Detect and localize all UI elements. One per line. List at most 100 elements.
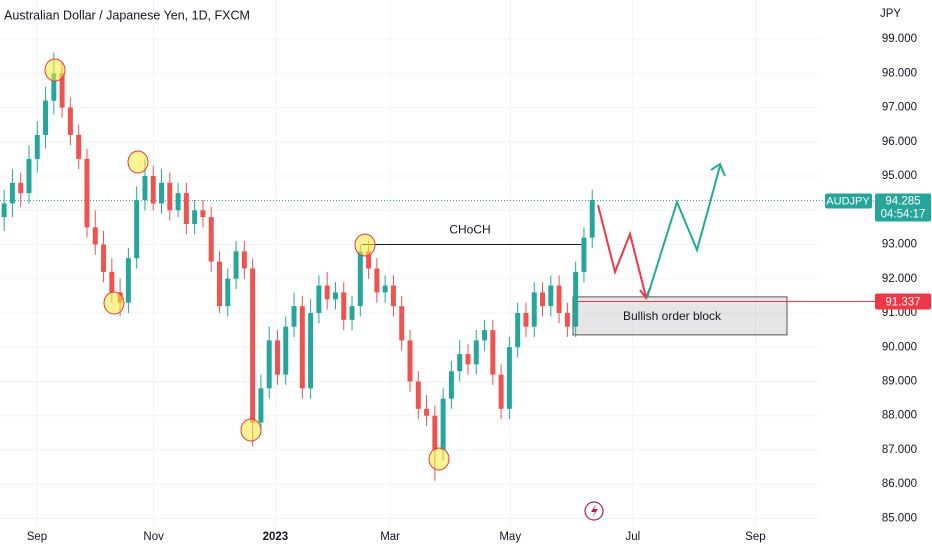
- y-tick-label: 91.000: [882, 307, 917, 319]
- candle-body: [341, 292, 347, 320]
- candle-body: [531, 292, 537, 327]
- candle-body: [498, 374, 504, 409]
- candle-body: [92, 227, 98, 245]
- candle-body: [250, 268, 256, 423]
- candle-body: [515, 312, 521, 348]
- candle-body: [291, 306, 297, 327]
- order-block: [572, 296, 788, 336]
- x-tick-label: Mar: [380, 531, 400, 543]
- target-price-badge: [875, 293, 931, 310]
- candle-body: [1, 203, 7, 218]
- candle-body: [258, 388, 264, 423]
- event-icon-bolt: [591, 504, 598, 518]
- highlight-circle: [354, 233, 376, 257]
- highlight-circles: [44, 58, 450, 471]
- y-tick-label: 86.000: [882, 478, 917, 490]
- x-tick-label: Nov: [143, 531, 164, 543]
- highlight-circle: [127, 150, 149, 174]
- candle-body: [407, 340, 413, 382]
- y-tick-label: 96.000: [882, 136, 917, 148]
- candles: [1, 52, 595, 481]
- bearish-projection: [597, 204, 647, 298]
- candle-body: [233, 251, 239, 279]
- candle-body: [457, 354, 463, 372]
- y-tick-label: 89.000: [882, 375, 917, 387]
- candle-body: [308, 312, 314, 389]
- candle-body: [490, 330, 496, 375]
- x-tick-label: Sep: [745, 531, 765, 543]
- x-tick-label: Jul: [625, 531, 640, 543]
- countdown-label: 04:54:17: [881, 209, 926, 221]
- candle-body: [217, 261, 222, 307]
- candle-body: [274, 340, 280, 375]
- target-price-label: 91.337: [885, 296, 920, 308]
- candle-body: [415, 381, 421, 409]
- x-tick-label: 2023: [263, 531, 289, 543]
- highlight-circle: [428, 447, 450, 471]
- candle-body: [440, 398, 446, 450]
- annotations: Bullish order block CHoCH: [0, 199, 875, 336]
- candle-body: [208, 217, 214, 262]
- x-tick-label: May: [499, 531, 521, 543]
- candle-body: [366, 251, 372, 269]
- candle-body: [18, 182, 24, 194]
- y-tick-label: 92.000: [882, 273, 917, 285]
- candle-body: [101, 244, 107, 272]
- currency-label: JPY: [880, 8, 901, 20]
- candle-body: [399, 306, 405, 341]
- candle-body: [564, 312, 570, 327]
- candle-body: [448, 371, 454, 399]
- candle-body: [142, 176, 148, 200]
- x-tick-label: Sep: [27, 531, 47, 543]
- candle-body: [349, 306, 355, 320]
- candle-body: [374, 268, 380, 293]
- candle-body: [390, 285, 396, 307]
- y-tick-label: 97.000: [882, 102, 917, 114]
- y-tick-label: 88.000: [882, 410, 917, 422]
- candle-body: [109, 271, 115, 293]
- last-price-badge: [875, 193, 931, 222]
- y-tick-label: 98.000: [882, 67, 917, 79]
- candle-body: [540, 292, 546, 307]
- last-price-label: 94.285: [885, 196, 920, 208]
- candle-body: [43, 100, 49, 135]
- bullish-projection: [646, 165, 721, 299]
- chart-title: Australian Dollar / Japanese Yen, 1D, FX…: [4, 8, 250, 22]
- order-block-label: Bullish order block: [623, 309, 722, 323]
- candle-body: [589, 199, 595, 238]
- candle-body: [34, 134, 40, 159]
- y-tick-label: 87.000: [882, 444, 917, 456]
- candle-body: [473, 340, 479, 365]
- candle-body: [573, 271, 579, 327]
- y-tick-label: 95.000: [882, 170, 917, 182]
- y-tick-label: 90.000: [882, 341, 917, 353]
- candle-body: [332, 292, 338, 300]
- candle-body: [134, 199, 140, 259]
- candle-body: [316, 285, 322, 313]
- axes: 85.000 86.000 87.000 88.000 89.000 90.000 91.0…: [27, 33, 931, 543]
- candle-body: [241, 251, 247, 269]
- candle-body: [167, 182, 173, 211]
- candle-body: [581, 237, 587, 272]
- y-tick-label: 93.000: [882, 239, 917, 251]
- candle-body: [382, 285, 388, 293]
- y-tick-label: 99.000: [882, 33, 917, 45]
- candle-body: [84, 158, 90, 228]
- highlight-circle: [103, 291, 125, 315]
- grid: [0, 0, 820, 527]
- candle-body: [59, 73, 65, 108]
- candle-body: [424, 408, 430, 416]
- candle-body: [482, 330, 488, 341]
- candle-body: [150, 176, 156, 204]
- candle-body: [9, 182, 15, 204]
- arrow-head: [710, 162, 726, 177]
- symbol-label: AUDJPY: [826, 195, 870, 207]
- overlay: Australian Dollar / Japanese Yen, 1D, FX…: [4, 8, 901, 521]
- candle-body: [76, 134, 82, 159]
- candle-body: [159, 182, 164, 204]
- highlight-circle: [44, 58, 66, 82]
- choch-label: CHoCH: [449, 223, 490, 237]
- candle-body: [465, 354, 471, 365]
- candle-body: [523, 312, 529, 327]
- candle-body: [125, 258, 131, 303]
